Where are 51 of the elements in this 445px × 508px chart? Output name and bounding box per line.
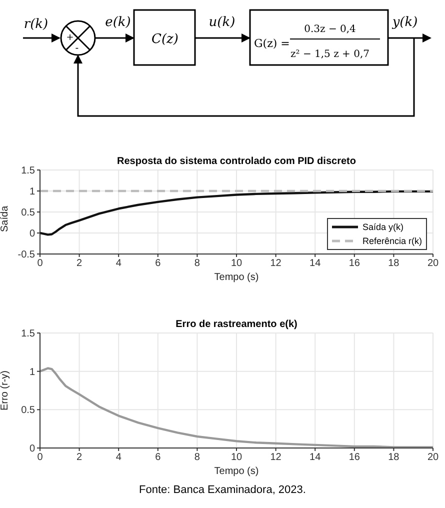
x-tick-label: 6	[155, 258, 162, 270]
y-tick-label: 0	[29, 228, 36, 240]
x-tick-label: 2	[76, 258, 83, 270]
x-tick-label: 20	[427, 452, 439, 464]
x-tick-label: 0	[37, 452, 44, 464]
x-tick-label: 12	[270, 452, 282, 464]
x-tick-label: 8	[194, 258, 200, 270]
y-tick-label: 1	[29, 186, 36, 198]
chart-title: Resposta do sistema controlado com PID discreto	[116, 156, 357, 167]
text: 0.3z − 0,4	[304, 24, 356, 35]
x-tick-label: 2	[76, 452, 83, 464]
x-tick-label: 14	[310, 452, 322, 464]
x-tick-label: 4	[116, 452, 122, 464]
x-tick-label: 12	[270, 258, 282, 270]
text: C(z)	[152, 32, 178, 47]
y-tick-label: 1.5	[21, 166, 36, 177]
x-tick-label: 6	[155, 452, 162, 464]
y-tick-label: 1.5	[21, 328, 36, 340]
text: u(k)	[208, 15, 236, 30]
chart-title: Erro de rastreamento e(k)	[174, 319, 298, 330]
y-tick-label: 0.5	[21, 208, 36, 219]
x-tick-label: 16	[348, 452, 360, 464]
y-axis-title: Erro (r-y)	[0, 370, 11, 410]
x-tick-label: 16	[348, 258, 360, 270]
x-tick-label: 18	[388, 258, 400, 270]
line-series	[40, 190, 433, 236]
text: G(z) =	[254, 37, 290, 50]
y-tick-label: -0.5	[18, 250, 36, 261]
x-tick-label: 18	[388, 452, 400, 464]
y-tick-label: 0.5	[21, 405, 36, 416]
y-tick-label: 1	[29, 366, 36, 378]
x-tick-label: 8	[194, 452, 200, 464]
y-tick-label: 0	[29, 444, 36, 455]
text: e(k)	[105, 15, 131, 30]
text: y(k)	[391, 15, 418, 30]
x-tick-label: 20	[427, 258, 439, 270]
legend-label: Saída y(k)	[362, 221, 404, 234]
x-tick-label: 0	[37, 258, 44, 270]
text: -	[75, 43, 79, 54]
source-note: Fonte: Banca Examinadora, 2023.	[138, 484, 307, 496]
text: z² − 1,5 z + 0,7	[290, 49, 370, 60]
x-tick-label: 10	[230, 258, 242, 270]
x-axis-title: Tempo (s)	[214, 272, 259, 283]
legend-label: Referência r(k)	[362, 235, 422, 248]
x-tick-label: 10	[230, 452, 242, 464]
x-axis-title: Tempo (s)	[214, 466, 259, 477]
x-tick-label: 14	[310, 258, 322, 270]
y-axis-title: Saída	[0, 205, 11, 232]
text: r(k)	[24, 17, 48, 32]
x-tick-label: 4	[116, 258, 122, 270]
text: +	[66, 33, 74, 43]
